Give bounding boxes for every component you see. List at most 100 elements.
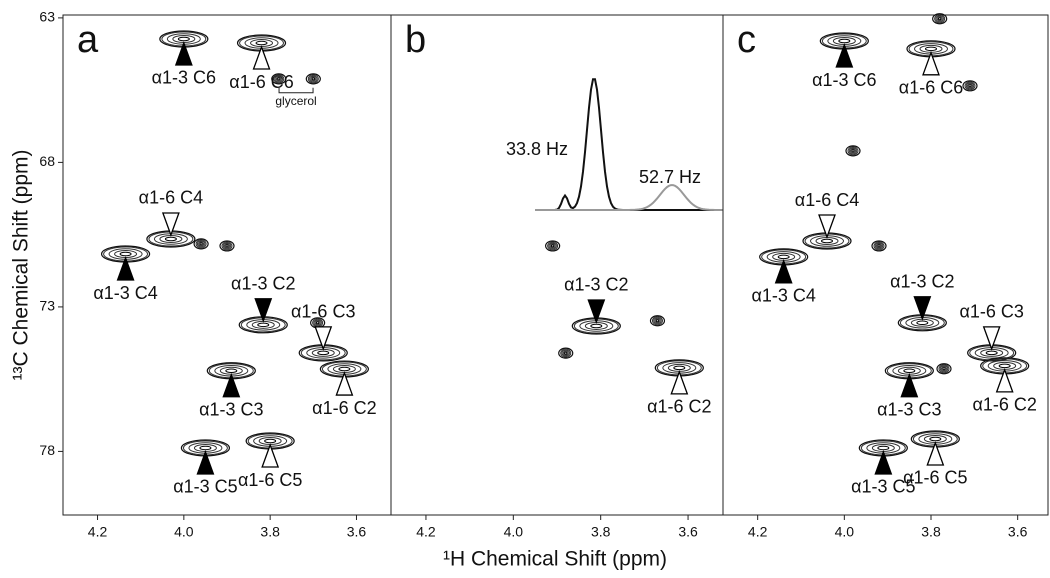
peak-label: α1-6 C5 <box>903 468 967 488</box>
contour-ring <box>916 320 929 326</box>
contour-ring <box>225 368 238 374</box>
contour-ring <box>935 15 944 23</box>
contour-ring <box>848 147 858 155</box>
contour-ring <box>873 241 885 251</box>
x-tick-label: 3.6 <box>1008 524 1028 540</box>
peak-contour <box>305 73 321 85</box>
contour-ring <box>257 322 270 328</box>
contour-ring <box>313 319 322 327</box>
contour-ring <box>942 367 946 371</box>
x-tick-label: 4.0 <box>504 524 524 540</box>
peak-label: α1-3 C2 <box>564 275 628 295</box>
peak-label: α1-6 C2 <box>647 397 711 417</box>
arrow <box>818 214 836 239</box>
peak-contour <box>649 315 666 327</box>
arrow <box>254 298 273 323</box>
bracket <box>278 87 314 94</box>
contour-ring <box>938 364 950 374</box>
arrow <box>913 296 932 321</box>
contour-ring <box>937 17 942 21</box>
contour-ring <box>275 76 282 82</box>
peak-contour <box>219 240 235 252</box>
contour-ring <box>925 46 937 52</box>
contour-ring <box>590 323 603 329</box>
contour-ring <box>196 240 206 248</box>
contour-ring <box>199 445 212 451</box>
panel-letter: b <box>405 19 426 61</box>
peak-label: α1-6 C4 <box>139 188 203 208</box>
arrow <box>116 256 135 281</box>
contour-ring <box>654 318 661 324</box>
peak-label: α1-6 C4 <box>795 190 859 210</box>
peak <box>159 30 209 48</box>
contour-ring <box>164 236 177 242</box>
peak <box>649 315 666 327</box>
arrow <box>261 443 280 468</box>
arrow <box>670 369 689 395</box>
contour-ring <box>850 148 856 154</box>
contour-ring <box>936 16 943 22</box>
y-tick-label: 63 <box>39 9 55 25</box>
y-axis-label: ¹³C Chemical Shift (ppm) <box>10 149 33 380</box>
peak-label: α1-3 C6 <box>812 70 876 90</box>
contour-ring <box>851 149 855 153</box>
peak-label: α1-3 C5 <box>851 477 915 497</box>
peak-contour <box>193 238 209 250</box>
contour-ring <box>651 316 663 326</box>
contour-ring <box>264 438 277 444</box>
peak-label: α1-3 C5 <box>173 477 237 497</box>
contour-ring <box>847 146 859 156</box>
contour-ring <box>968 84 972 88</box>
peak <box>932 13 948 25</box>
contour-ring <box>315 321 320 325</box>
arrow <box>587 299 606 324</box>
x-tick-label: 3.8 <box>921 524 941 540</box>
peak-contour <box>558 347 574 359</box>
x-tick-label: 4.0 <box>174 524 194 540</box>
peak-contour <box>871 240 887 252</box>
peak <box>271 73 287 85</box>
peak-label: α1-6 C5 <box>238 470 302 490</box>
contour-ring <box>547 241 559 251</box>
peak-label: α1-6 C6 <box>899 78 963 98</box>
contour-ring <box>874 242 884 250</box>
contour-ring <box>653 317 662 325</box>
contour-ring <box>550 244 555 248</box>
contour-ring <box>965 82 975 90</box>
contour-ring <box>673 365 686 371</box>
arrow <box>922 50 940 76</box>
panel-frame <box>62 14 392 516</box>
arrow <box>222 372 241 398</box>
contour-ring <box>939 365 949 373</box>
contour-ring <box>273 74 285 84</box>
arrow <box>774 259 793 284</box>
peak <box>193 238 209 250</box>
contour-ring <box>119 251 132 257</box>
x-tick-label: 3.6 <box>678 524 698 540</box>
peak-label: α1-3 C3 <box>199 400 263 420</box>
panel-letter: a <box>77 19 99 61</box>
arrow <box>926 441 945 466</box>
contour-ring <box>314 320 321 326</box>
x-tick-label: 3.8 <box>591 524 611 540</box>
contour-ring <box>967 83 973 89</box>
panel-frame <box>390 14 724 516</box>
contour-ring <box>877 244 881 248</box>
x-tick-label: 3.6 <box>347 524 367 540</box>
trace-label: 52.7 Hz <box>639 167 701 187</box>
peak <box>219 240 235 252</box>
arrow <box>835 43 854 68</box>
peak-contour <box>845 145 861 157</box>
contour-ring <box>777 254 790 260</box>
contour-ring <box>548 242 557 250</box>
contour-ring <box>317 350 330 356</box>
peak-contour <box>932 13 948 25</box>
contour-ring <box>876 243 882 249</box>
arrow <box>982 326 1001 351</box>
arrow <box>174 41 193 66</box>
peak <box>962 80 978 92</box>
y-tick-label: 68 <box>39 153 55 169</box>
contour-ring <box>307 74 319 84</box>
panel-frame <box>722 14 1049 516</box>
